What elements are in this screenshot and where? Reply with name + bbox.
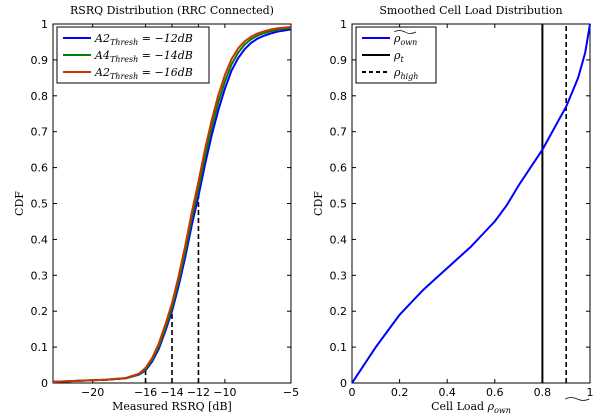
legend-item: A4Thresh = −14dB xyxy=(63,49,193,64)
y-tick-label: 0.4 xyxy=(31,233,49,246)
x-tick-label: 0.4 xyxy=(438,386,456,399)
legend: A2Thresh = −12dB A4Thresh = −14dB A2Thresh… xyxy=(56,26,210,84)
x-tick-label: −12 xyxy=(187,386,210,399)
legend-item: ρhigh xyxy=(362,66,418,81)
x-tick-label: −20 xyxy=(81,386,104,399)
x-tick-label: −10 xyxy=(213,386,236,399)
series-line-1 xyxy=(351,23,591,384)
y-tick-label: 0.8 xyxy=(31,90,49,103)
y-tick-label: 0.3 xyxy=(31,269,49,282)
legend-label: ρown xyxy=(393,32,417,47)
legend-label: A2Thresh = −12dB xyxy=(94,32,193,47)
y-tick-label: 0.9 xyxy=(31,54,49,67)
x-tick-label: −14 xyxy=(160,386,183,399)
legend-label: A2Thresh = −16dB xyxy=(94,66,193,81)
x-tick-label: 0.8 xyxy=(534,386,552,399)
y-tick-label: 0 xyxy=(41,377,48,390)
chart-title: Smoothed Cell Load Distribution xyxy=(379,4,562,17)
y-tick-label: 0.7 xyxy=(31,126,49,139)
y-tick-label: 0.4 xyxy=(330,233,348,246)
y-axis-label: CDF xyxy=(13,191,26,216)
y-tick-label: 1 xyxy=(340,18,347,31)
x-axis-label: Measured RSRQ [dB] xyxy=(112,400,232,413)
legend-label: ρt xyxy=(393,49,404,64)
y-tick-label: 1 xyxy=(41,18,48,31)
x-axis-label: Cell Load ρown xyxy=(431,400,511,415)
legend-item: ρt xyxy=(362,49,404,64)
y-tick-label: 0.5 xyxy=(31,198,49,211)
x-tick-label: −16 xyxy=(134,386,157,399)
x-tick-label: 0.2 xyxy=(391,386,409,399)
y-axis-label: CDF xyxy=(312,191,325,216)
x-axis-label-tilde xyxy=(565,397,590,401)
legend-tilde xyxy=(393,30,417,34)
x-tick-label: 1 xyxy=(587,386,594,399)
y-tick-label: 0.2 xyxy=(31,305,49,318)
y-tick-label: 0.1 xyxy=(330,341,348,354)
y-tick-label: 0.3 xyxy=(330,269,348,282)
chart-2: Smoothed Cell Load Distribution 0 0.1 0.2 0.… xyxy=(312,4,594,415)
x-tick-label: 0 xyxy=(349,386,356,399)
legend-item: A2Thresh = −16dB xyxy=(63,66,193,81)
chart-1: RSRQ Distribution (RRC Connected) 0 0.1 0.2… xyxy=(13,4,299,413)
y-tick-label: 0.9 xyxy=(330,54,348,67)
y-tick-label: 0.8 xyxy=(330,90,348,103)
legend-label: A4Thresh = −14dB xyxy=(94,49,193,64)
x-tick-label: 0.6 xyxy=(486,386,504,399)
y-tick-label: 0.6 xyxy=(31,162,49,175)
chart-title: RSRQ Distribution (RRC Connected) xyxy=(70,4,274,17)
series-line-3 xyxy=(52,25,292,383)
y-tick-label: 0.2 xyxy=(330,305,348,318)
y-tick-label: 0 xyxy=(340,377,347,390)
y-tick-label: 0.6 xyxy=(330,162,348,175)
y-tick-label: 0.5 xyxy=(330,198,348,211)
legend-label: ρhigh xyxy=(393,66,418,81)
y-tick-label: 0.1 xyxy=(31,341,49,354)
legend: ρown ρt ρhigh xyxy=(355,26,437,84)
legend-item: ρown xyxy=(362,30,417,47)
y-tick-label: 0.7 xyxy=(330,126,348,139)
x-tick-label: −5 xyxy=(283,386,299,399)
legend-item: A2Thresh = −12dB xyxy=(63,32,193,47)
